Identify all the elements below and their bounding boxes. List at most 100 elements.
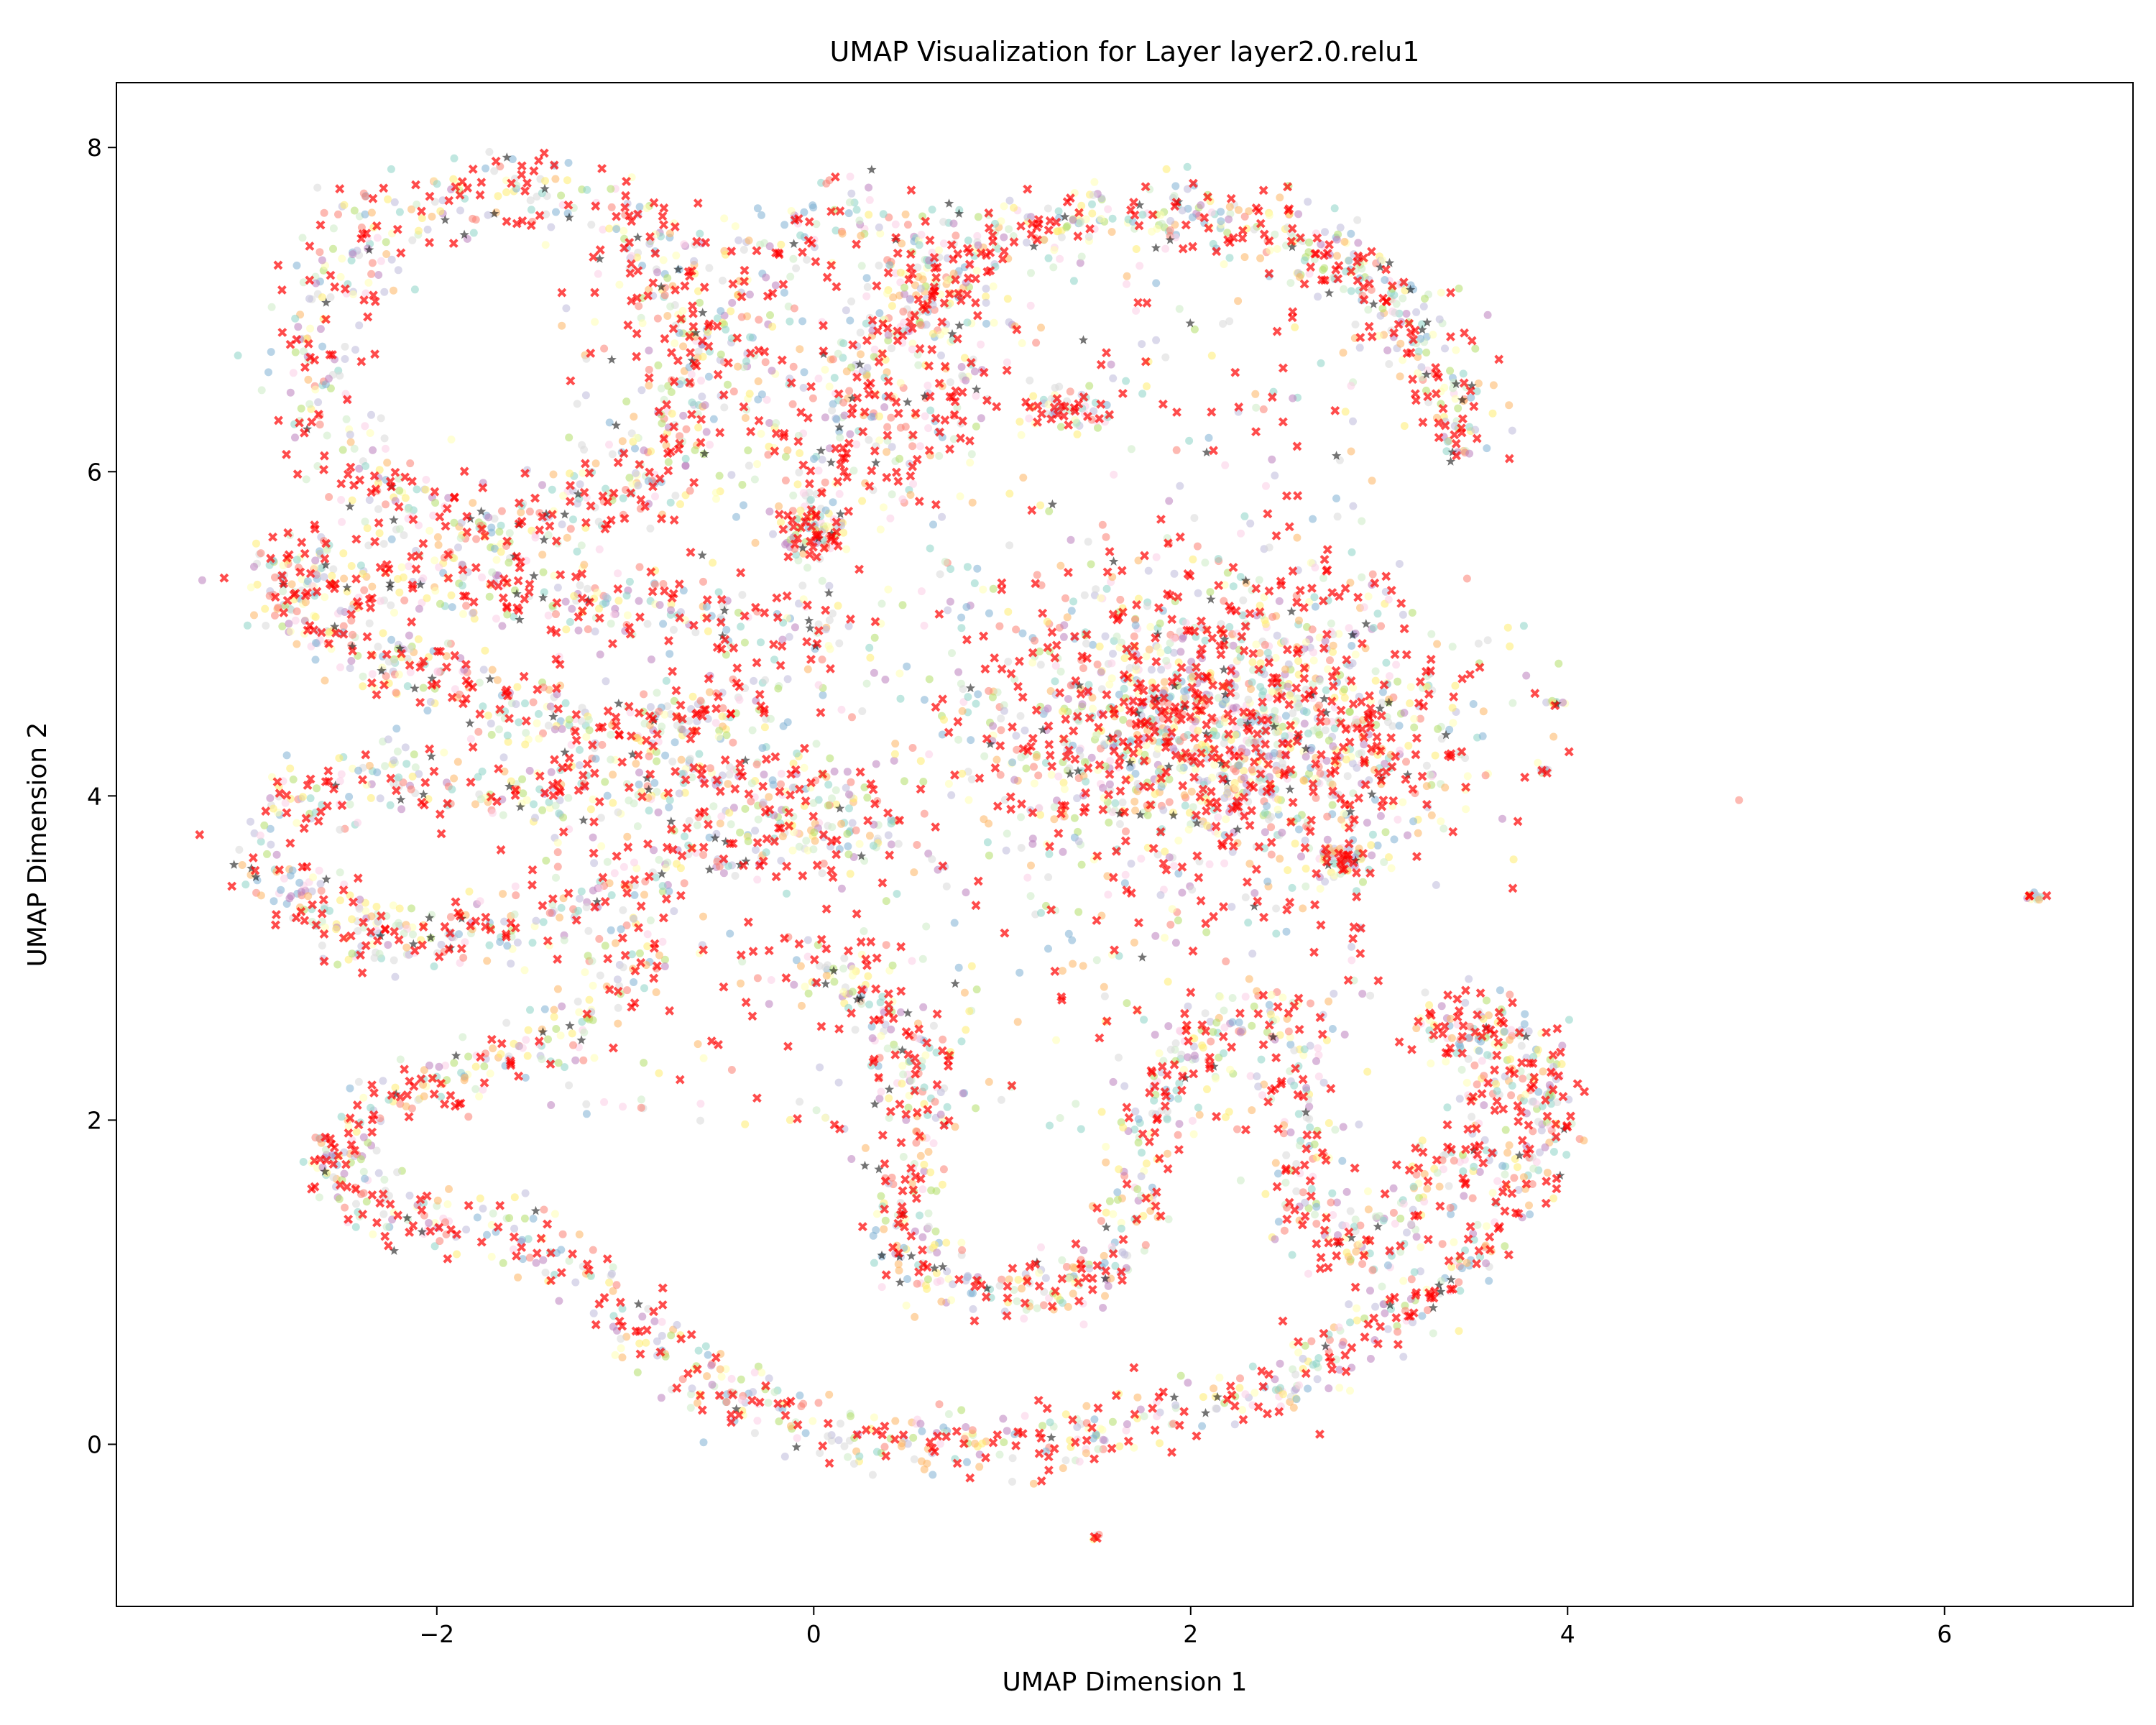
- circle-point: [1008, 1454, 1017, 1463]
- circle-point: [1506, 1055, 1515, 1064]
- circle-point: [1133, 1185, 1142, 1193]
- circle-point: [640, 690, 648, 699]
- circle-point: [1462, 574, 1471, 583]
- circle-point: [541, 1269, 550, 1276]
- circle-point: [1110, 470, 1118, 479]
- circle-point: [796, 962, 805, 970]
- circle-point: [1004, 607, 1013, 616]
- circle-point: [1338, 1156, 1347, 1165]
- circle-point: [668, 758, 677, 766]
- circle-point: [346, 431, 354, 439]
- circle-point: [1520, 1096, 1528, 1105]
- circle-point: [1105, 780, 1114, 788]
- circle-point: [814, 374, 823, 383]
- circle-point: [514, 1273, 522, 1282]
- circle-point: [575, 761, 584, 770]
- circle-point: [1090, 178, 1099, 186]
- circle-point: [995, 1450, 1004, 1459]
- circle-point: [428, 212, 436, 221]
- circle-point: [825, 382, 834, 391]
- circle-point: [512, 700, 520, 709]
- circle-point: [900, 290, 908, 298]
- circle-point: [903, 1275, 911, 1283]
- circle-point: [1340, 285, 1348, 293]
- circle-point: [658, 1332, 666, 1340]
- circle-point: [1323, 812, 1332, 821]
- circle-point: [1220, 794, 1229, 802]
- circle-point: [1183, 162, 1192, 171]
- circle-point: [579, 469, 587, 477]
- circle-point: [788, 846, 797, 855]
- circle-point: [903, 1440, 912, 1448]
- circle-point: [694, 287, 702, 295]
- circle-point: [1107, 1274, 1115, 1283]
- circle-point: [1261, 640, 1269, 649]
- circle-point: [923, 1275, 932, 1284]
- circle-point: [738, 591, 747, 599]
- circle-point: [818, 455, 826, 464]
- circle-point: [391, 497, 400, 505]
- circle-point: [1170, 634, 1179, 643]
- circle-point: [877, 1031, 885, 1040]
- circle-point: [1075, 1458, 1084, 1466]
- circle-point: [375, 529, 384, 538]
- circle-point: [989, 282, 998, 290]
- circle-point: [775, 1417, 783, 1426]
- circle-point: [1289, 1340, 1297, 1349]
- circle-point: [497, 507, 506, 515]
- circle-point: [1439, 1165, 1447, 1174]
- circle-point: [614, 808, 622, 816]
- circle-point: [635, 949, 644, 957]
- circle-point: [1059, 1299, 1067, 1307]
- circle-point: [355, 904, 364, 913]
- circle-point: [988, 693, 997, 702]
- circle-point: [939, 218, 948, 226]
- circle-point: [1267, 990, 1276, 999]
- circle-point: [737, 1396, 746, 1404]
- circle-point: [1104, 1282, 1112, 1290]
- circle-point: [855, 216, 864, 225]
- circle-point: [1304, 1269, 1312, 1278]
- circle-point: [1311, 602, 1319, 611]
- circle-point: [1451, 681, 1460, 690]
- circle-point: [472, 535, 481, 543]
- circle-point: [744, 837, 752, 845]
- circle-point: [553, 848, 562, 857]
- circle-point: [1511, 1155, 1519, 1163]
- circle-point: [1475, 1119, 1483, 1128]
- circle-point: [702, 428, 711, 436]
- circle-point: [602, 592, 610, 601]
- circle-point: [1197, 740, 1206, 749]
- circle-point: [935, 1400, 944, 1409]
- circle-point: [329, 244, 337, 253]
- circle-point: [1482, 1146, 1491, 1154]
- circle-point: [1222, 1113, 1230, 1121]
- circle-point: [1315, 633, 1324, 642]
- circle-point: [803, 952, 812, 961]
- circle-point: [1393, 1328, 1402, 1336]
- circle-point: [752, 760, 761, 769]
- circle-point: [1107, 228, 1116, 236]
- circle-point: [865, 183, 873, 192]
- circle-point: [1354, 239, 1363, 247]
- circle-point: [1514, 1186, 1523, 1194]
- circle-point: [321, 676, 329, 685]
- circle-point: [359, 1167, 368, 1176]
- circle-point: [603, 791, 612, 800]
- circle-point: [1223, 229, 1232, 237]
- circle-point: [1101, 632, 1110, 640]
- circle-point: [247, 583, 255, 592]
- circle-point: [1050, 815, 1059, 824]
- circle-point: [651, 492, 659, 501]
- circle-point: [1353, 216, 1362, 224]
- circle-point: [261, 604, 270, 613]
- circle-point: [694, 423, 703, 432]
- circle-point: [1453, 1020, 1462, 1029]
- circle-point: [441, 1218, 449, 1227]
- circle-point: [250, 611, 258, 620]
- circle-point: [282, 751, 291, 760]
- circle-point: [1082, 777, 1090, 786]
- circle-point: [1421, 295, 1429, 303]
- circle-point: [1093, 661, 1102, 668]
- circle-point: [1225, 254, 1234, 262]
